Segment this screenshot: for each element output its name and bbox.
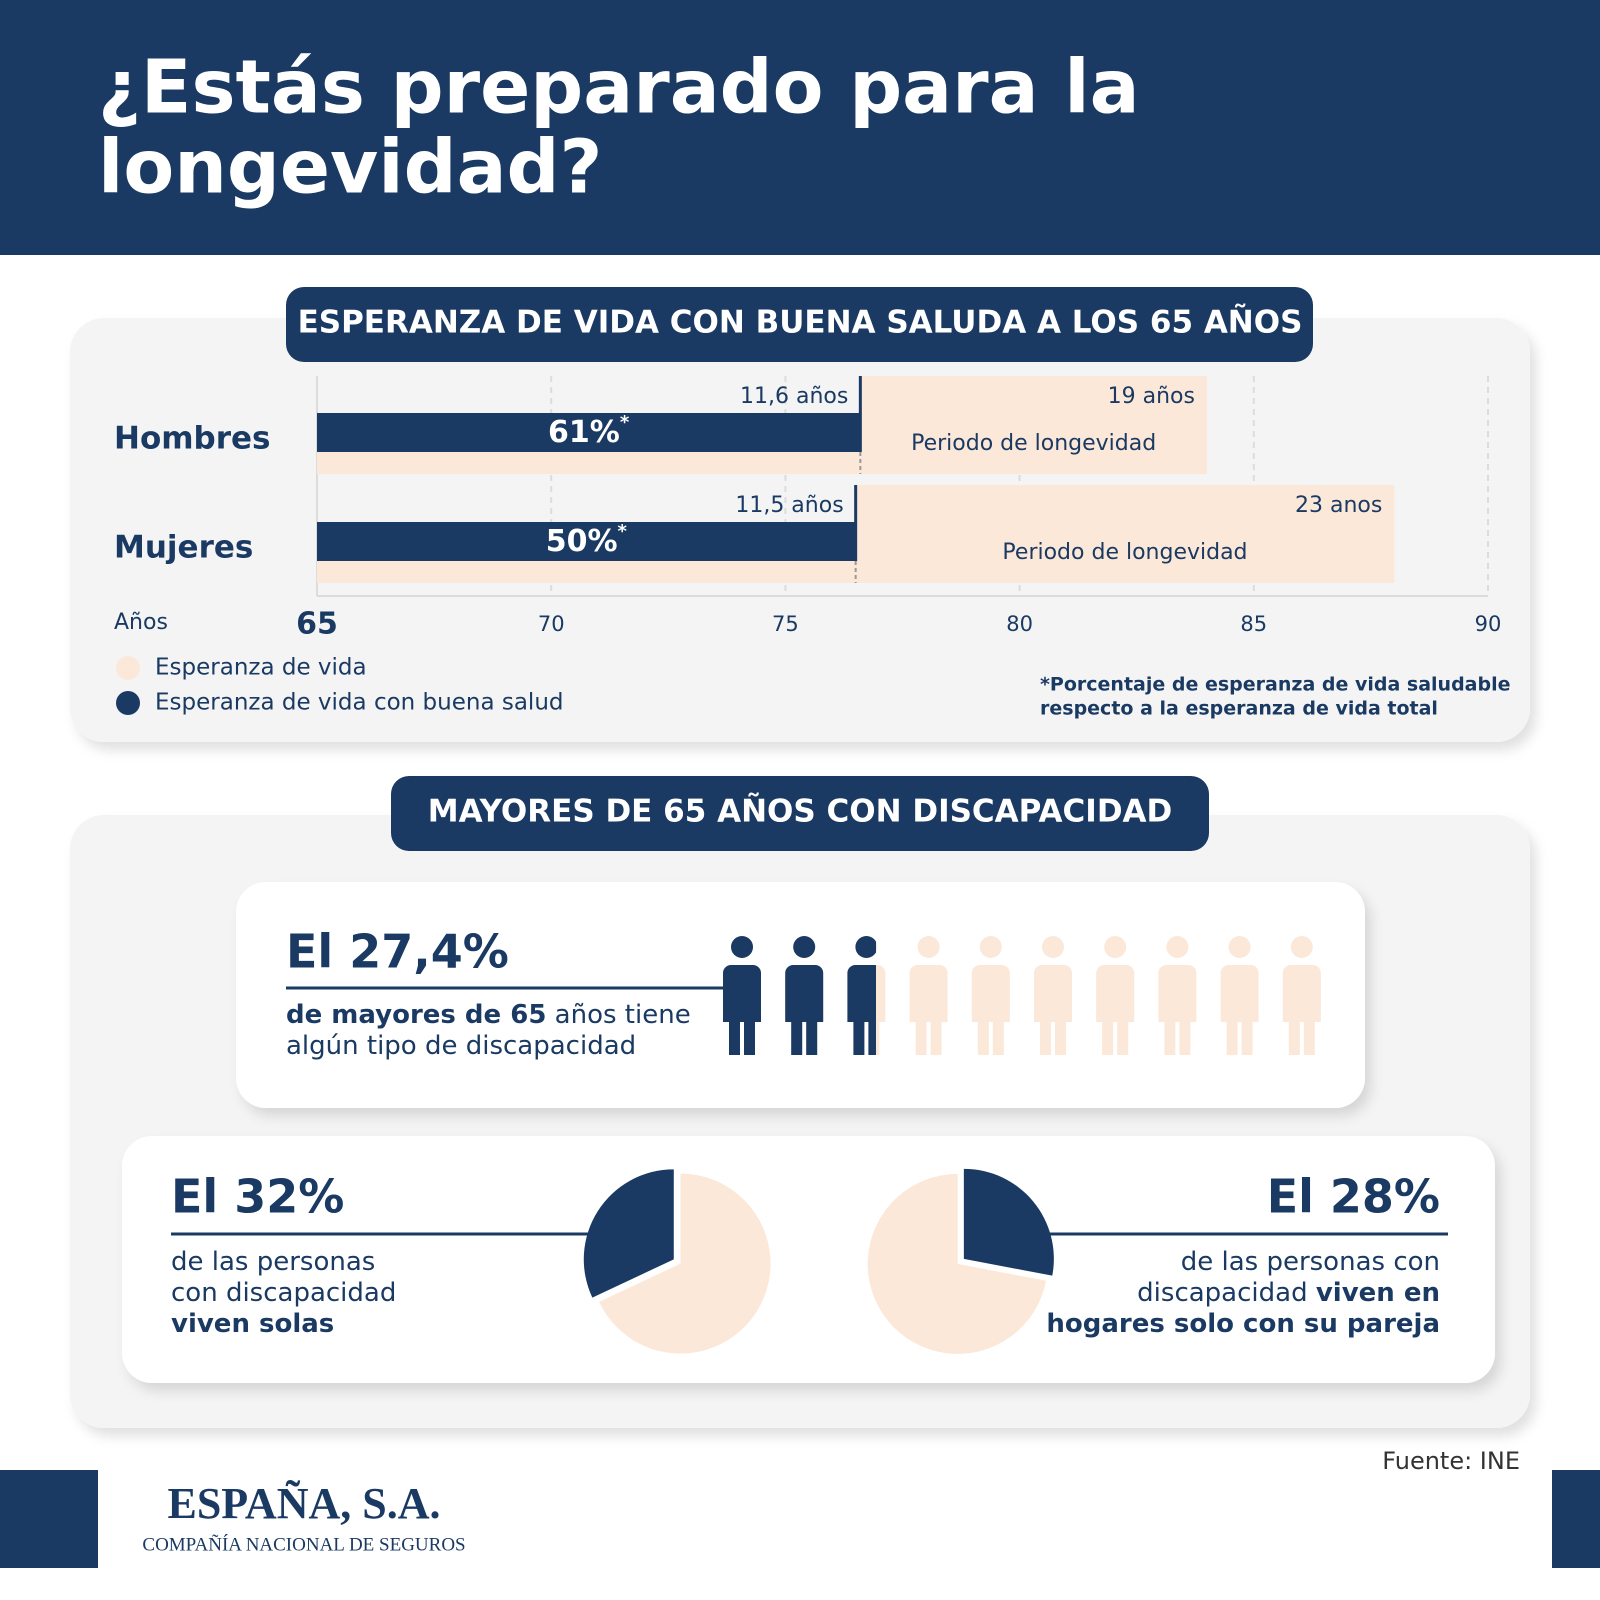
- stat-value: El 27,4%: [286, 925, 509, 979]
- pie-rest: [599, 1173, 771, 1354]
- x-tick-label: 70: [538, 612, 565, 636]
- healthy-bar: [317, 522, 856, 561]
- legend-swatch: [116, 691, 140, 715]
- icon-body: [847, 965, 877, 1055]
- description-text: con discapacidad: [171, 1278, 396, 1308]
- icons-filled: [723, 936, 877, 1055]
- category-label: Mujeres: [114, 530, 253, 566]
- section-pill: [286, 287, 1313, 362]
- legend-swatch: [116, 656, 140, 680]
- corner-block: [0, 1470, 98, 1568]
- description-text: algún tipo de discapacidad: [286, 1031, 636, 1061]
- description-line: hogares solo con su pareja: [1046, 1309, 1440, 1339]
- x-axis-label: Años: [114, 610, 168, 635]
- brand: ESPAÑA, S.A.: [167, 1479, 440, 1528]
- header-band: [0, 0, 1600, 255]
- note-marker: *: [620, 412, 630, 433]
- icon-head: [731, 936, 753, 958]
- description-text: viven en: [1316, 1278, 1440, 1308]
- x-tick-label: 75: [772, 612, 799, 636]
- corner-block: [1552, 1470, 1600, 1568]
- description-text: hogares solo con su pareja: [1046, 1309, 1440, 1339]
- legend-label: Esperanza de vida: [155, 655, 367, 681]
- description-line: con discapacidad: [171, 1278, 396, 1308]
- description-line: de las personas con: [1181, 1247, 1440, 1277]
- value-label: 23 anos: [1295, 493, 1382, 518]
- stat-value: El 28%: [1267, 1170, 1440, 1224]
- stat-value: El 32%: [171, 1170, 344, 1224]
- icon-body: [723, 965, 761, 1055]
- pie-slice: [583, 1169, 674, 1298]
- percent-label: 61%*: [548, 412, 630, 450]
- x-tick-label: 80: [1006, 612, 1033, 636]
- icon-body: [1282, 965, 1321, 1055]
- x-tick-label: 85: [1240, 612, 1267, 636]
- description-line: de las personas: [171, 1247, 375, 1277]
- icon-body: [971, 965, 1010, 1055]
- section-pill: [391, 776, 1209, 851]
- footnote: *Porcentaje de esperanza de vida saludab…: [1040, 674, 1511, 696]
- title-line: longevidad?: [98, 125, 602, 211]
- icon-head: [917, 936, 940, 958]
- pie-rest: [867, 1173, 1047, 1354]
- segment-label: Periodo de longevidad: [1002, 540, 1247, 565]
- source: Fuente: INE: [1382, 1447, 1520, 1475]
- section-title: MAYORES DE 65 AÑOS CON DISCAPACIDAD: [428, 793, 1173, 830]
- brand-subtitle: COMPAÑÍA NACIONAL DE SEGUROS: [142, 1533, 465, 1555]
- value-label: 19 años: [1108, 384, 1195, 409]
- category-label: Hombres: [114, 421, 271, 457]
- icon-body: [1034, 965, 1072, 1055]
- title-line: ¿Estás preparado para la: [98, 45, 1140, 131]
- icon-body: [1096, 965, 1135, 1055]
- icon-head: [855, 936, 877, 958]
- description-line: viven solas: [171, 1309, 334, 1339]
- description-text: años tiene: [546, 1000, 690, 1030]
- value-label: 11,6 años: [740, 384, 848, 409]
- description-text: de mayores de 65: [286, 1000, 546, 1030]
- description-text: de las personas con: [1181, 1247, 1440, 1277]
- card: [122, 1136, 1495, 1383]
- footnote: respecto a la esperanza de vida total: [1040, 698, 1438, 720]
- icon-head: [793, 936, 816, 958]
- description-text: de las personas: [171, 1247, 375, 1277]
- section-title: ESPERANZA DE VIDA CON BUENA SALUDA A LOS…: [298, 304, 1303, 341]
- legend-label: Esperanza de vida con buena salud: [155, 690, 564, 716]
- percent-text: 50%: [546, 524, 618, 559]
- icon-head: [1104, 936, 1127, 958]
- icon-head: [1290, 936, 1313, 958]
- x-tick-label: 65: [296, 607, 338, 642]
- pie-slice: [963, 1168, 1054, 1276]
- icon-head: [1042, 936, 1064, 958]
- icon-body: [1220, 965, 1259, 1055]
- value-label: 11,5 años: [735, 493, 843, 518]
- percent-label: 50%*: [546, 521, 628, 559]
- description-line: discapacidad viven en: [1137, 1278, 1440, 1308]
- segment-label: Periodo de longevidad: [911, 431, 1156, 456]
- percent-text: 61%: [548, 415, 620, 450]
- description-line: de mayores de 65 años tiene: [286, 1000, 691, 1030]
- description-text: discapacidad: [1137, 1278, 1316, 1308]
- healthy-bar: [317, 413, 861, 452]
- icon-head: [1166, 936, 1189, 958]
- icon-head: [1228, 936, 1251, 958]
- x-tick-label: 90: [1475, 612, 1502, 636]
- icon-body: [1158, 965, 1197, 1055]
- description-line: algún tipo de discapacidad: [286, 1031, 636, 1061]
- icon-head: [979, 936, 1002, 958]
- icon-body: [785, 965, 824, 1055]
- note-marker: *: [618, 521, 628, 542]
- description-text: viven solas: [171, 1309, 334, 1339]
- icon-body: [909, 965, 948, 1055]
